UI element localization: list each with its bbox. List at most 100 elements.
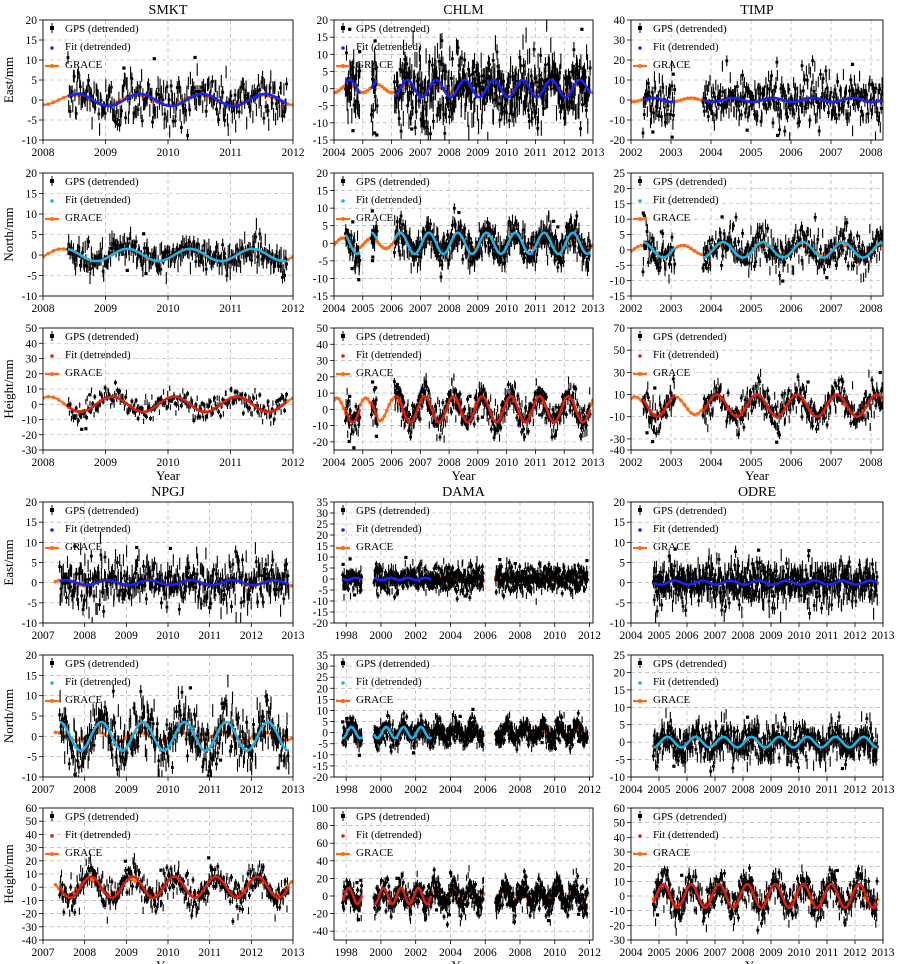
grace-point: [341, 406, 346, 410]
x-tick-label: 2005: [351, 303, 374, 315]
plot-area: [43, 217, 293, 285]
fit-line: [67, 92, 288, 108]
grace-point: [692, 249, 697, 253]
y-tick-label: -5: [318, 256, 328, 268]
gps-point: [347, 439, 351, 444]
x-tick-label: 2008: [438, 147, 461, 159]
legend-grace-dot: [341, 699, 345, 703]
plot-area: [53, 674, 293, 777]
grace-point: [685, 407, 690, 412]
x-tick-label: 2010: [788, 630, 811, 642]
grace-point: [361, 243, 365, 247]
legend: GPS (detrended)Fit (detrended)GRACE: [336, 176, 430, 224]
y-tick-label: -15: [313, 607, 329, 619]
grace-point: [51, 395, 56, 400]
y-axis-label: East/mm: [1, 57, 16, 103]
y-tick-label: 10: [614, 214, 626, 226]
gps-point: [585, 559, 589, 563]
legend-label-1: Fit (detrended): [653, 194, 719, 206]
y-tick-label: 50: [317, 323, 329, 335]
gps-point: [457, 210, 461, 215]
legend-label-2: GRACE: [65, 541, 103, 553]
fit-line: [393, 78, 592, 99]
legend-label-1: Fit (detrended): [653, 349, 719, 361]
legend-fit-marker: [50, 354, 54, 358]
gps-point: [471, 707, 475, 711]
y-tick-label: 5: [31, 230, 37, 242]
plot-area: [53, 531, 293, 623]
plot-frame: [333, 19, 594, 141]
fit-line: [342, 576, 363, 582]
y-tick-label: 40: [317, 339, 329, 351]
y-tick-label: 20: [614, 497, 626, 509]
legend-label-2: GRACE: [356, 694, 394, 706]
plot-frame: [333, 654, 594, 778]
grace-point: [685, 244, 690, 249]
legend-label-0: GPS (detrended): [356, 658, 430, 670]
y-tick-label: 10: [26, 537, 38, 549]
gps-point: [480, 415, 484, 419]
fit-line: [373, 576, 432, 582]
gps-point: [850, 62, 855, 66]
gps-error-bars: [67, 51, 288, 140]
y-tick-label: 0: [322, 728, 328, 740]
x-tick-label: 2007: [820, 457, 843, 469]
y-axis-label: North/mm: [1, 689, 16, 743]
gps-point: [468, 394, 472, 398]
x-tick-label: 2010: [495, 457, 518, 469]
y-tick-label: 15: [26, 35, 38, 47]
grace-point: [675, 245, 680, 249]
legend-label-2: GRACE: [653, 59, 691, 71]
gps-point: [84, 427, 88, 431]
x-tick-label: 2010: [157, 630, 180, 642]
x-tick-label: 2006: [676, 630, 699, 642]
x-tick-label: 2008: [860, 303, 883, 315]
x-tick-label: 2012: [282, 147, 305, 159]
y-tick-label: -30: [610, 434, 626, 446]
gps-point: [651, 130, 655, 134]
legend-label-0: GPS (detrended): [356, 505, 430, 517]
gps-point: [152, 57, 156, 61]
gps-point: [125, 268, 129, 272]
grace-point: [289, 584, 293, 588]
grace-point: [695, 411, 700, 416]
y-tick-label: 35: [317, 650, 329, 662]
gps-point: [168, 546, 172, 550]
x-tick-label: 2005: [351, 457, 374, 469]
x-tick-label: 2011: [198, 784, 221, 796]
x-tick-label: 2009: [94, 147, 117, 159]
fit-line: [393, 395, 592, 424]
x-tick-label: 2007: [409, 147, 432, 159]
gps-point: [651, 440, 655, 444]
y-tick-label: 0: [619, 578, 625, 590]
y-tick-label: 5: [619, 558, 625, 570]
gps-error-bars: [495, 709, 589, 755]
x-tick-label: 2007: [409, 303, 432, 315]
legend-grace-dot: [638, 546, 642, 550]
gps-point: [776, 133, 780, 137]
x-tick-label: 2008: [860, 147, 883, 159]
x-tick-label: 2010: [157, 303, 180, 315]
x-tick-label: 2012: [240, 630, 263, 642]
legend-label-1: Fit (detrended): [65, 41, 131, 53]
legend-label-0: GPS (detrended): [653, 176, 727, 188]
gps-point: [73, 544, 77, 548]
legend-label-2: GRACE: [65, 367, 103, 379]
gps-point: [553, 746, 557, 750]
y-tick-label: -5: [318, 739, 328, 751]
y-tick-label: -20: [610, 135, 626, 147]
x-tick-label: 2013: [282, 630, 305, 642]
grace-point: [62, 401, 66, 406]
fit-line: [341, 725, 363, 740]
grace-point: [385, 408, 389, 413]
gps-point: [757, 548, 761, 552]
gps-point: [371, 380, 375, 384]
gps-point: [825, 276, 829, 280]
y-tick-label: 0: [322, 84, 328, 96]
y-tick-label: 5: [322, 66, 328, 78]
fit-line: [643, 240, 677, 259]
x-tick-label: 2008: [860, 457, 883, 469]
grace-point: [635, 245, 640, 249]
grace-point: [358, 402, 363, 407]
